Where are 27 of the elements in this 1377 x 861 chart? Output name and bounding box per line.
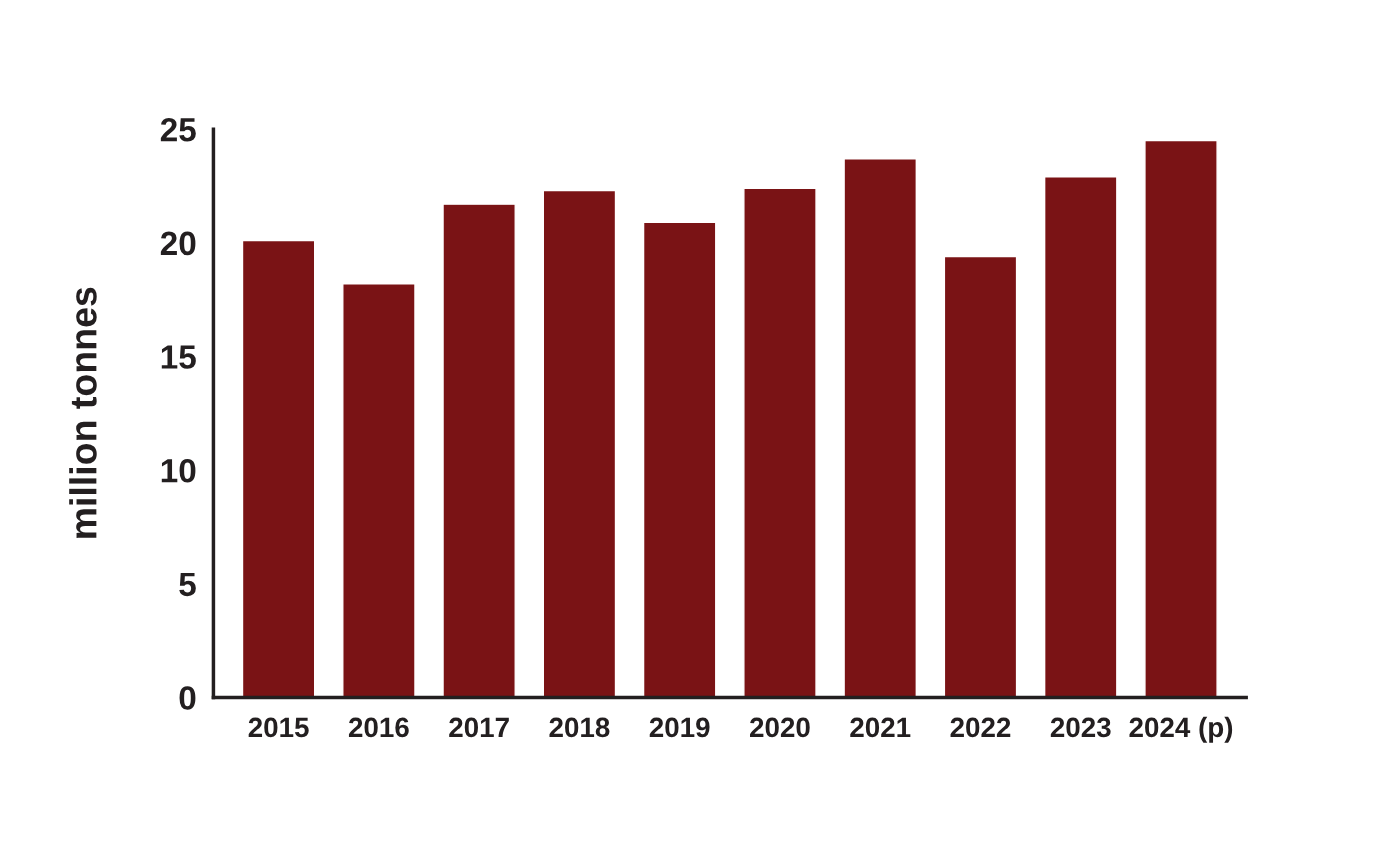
x-tick-label: 2020 [750,717,810,738]
bar [642,221,717,698]
x-tick-label: 2018 [549,717,610,738]
x-tick-label: 2023 [1050,717,1111,738]
x-tick-label: 2017 [449,717,509,738]
y-tick-label: 15 [161,345,196,369]
bar [442,203,516,698]
bar [1144,139,1218,698]
x-tick-label: 2015 [248,717,309,738]
x-tick-label: 2021 [850,717,911,738]
x-tick-label: 2022 [950,717,1011,738]
bar [943,255,1018,698]
bar [843,158,918,698]
bar [743,187,817,698]
y-tick-label: 10 [161,458,196,483]
y-tick-label: 20 [160,231,196,256]
bar [342,283,416,698]
y-tick-label: 0 [179,686,196,710]
x-tick-label: 2019 [649,717,710,738]
bar [542,189,617,698]
y-tick-label: 25 [160,117,196,142]
y-tick-label: 5 [179,572,196,597]
bar [1043,176,1118,698]
y-axis-title: million tonnes [69,287,97,538]
x-tick-label: 2016 [348,717,409,738]
x-tick-label: 2024 (p) [1129,716,1233,743]
bar [241,239,316,698]
